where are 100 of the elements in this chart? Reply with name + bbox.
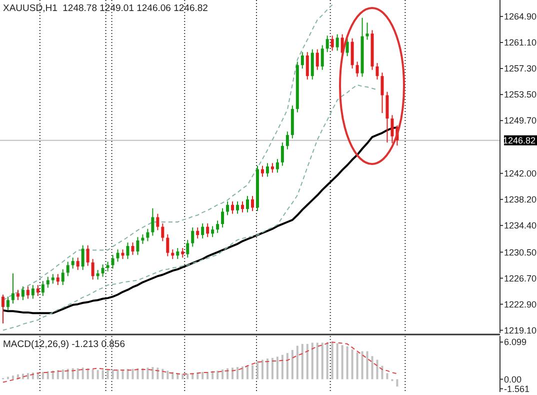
bar [106, 370, 109, 380]
bar [386, 373, 388, 380]
candlestick [41, 280, 44, 296]
bar [222, 369, 224, 380]
candlestick [11, 272, 14, 304]
bar [331, 342, 334, 380]
candlestick [196, 226, 200, 239]
candlestick [116, 248, 120, 262]
bar [112, 370, 114, 380]
candlestick [56, 274, 60, 286]
bar [326, 342, 328, 380]
candlestick [390, 114, 394, 144]
bar [152, 367, 154, 380]
bar [26, 373, 29, 380]
candlestick [346, 38, 349, 57]
candlestick [316, 48, 319, 70]
y-tick-label: 1253.50 [504, 90, 537, 100]
bar [306, 344, 308, 380]
candlestick [136, 236, 140, 256]
candlestick [380, 72, 384, 114]
y-tick-label: 1219.10 [504, 325, 537, 336]
bar [102, 370, 104, 380]
bar [286, 353, 288, 380]
bar [301, 344, 304, 380]
candlestick [326, 35, 329, 53]
bar [92, 369, 94, 380]
candlestick [221, 208, 224, 228]
y-tick-label: 1249.70 [504, 116, 537, 126]
line-series [2, 342, 398, 383]
candlestick [306, 52, 309, 80]
candlestick [260, 165, 264, 178]
bar [182, 374, 184, 380]
bar [96, 370, 99, 380]
candlestick [186, 239, 190, 258]
y-tick-label: 1230.50 [504, 247, 537, 258]
bar [126, 368, 129, 380]
bar [351, 349, 354, 380]
bar [246, 365, 248, 380]
candlestick [6, 296, 10, 311]
bar [82, 368, 84, 380]
candlestick [300, 52, 304, 70]
bar [76, 368, 79, 380]
candlestick [96, 269, 100, 280]
candlestick [51, 274, 54, 284]
candlestick [46, 276, 50, 288]
candlestick [151, 208, 154, 236]
candlestick [320, 44, 324, 70]
bar [22, 374, 24, 380]
bar [232, 368, 234, 380]
candlestick [386, 91, 389, 144]
bar [296, 346, 298, 380]
bar [132, 368, 134, 380]
bar [321, 342, 324, 380]
bar [56, 370, 59, 380]
candlestick [241, 200, 244, 213]
bar [316, 342, 318, 380]
bar [42, 372, 44, 380]
candlestick [330, 35, 334, 52]
candlestick [211, 226, 214, 238]
bar [291, 350, 294, 380]
candlestick [250, 195, 254, 212]
bar [266, 358, 268, 380]
bar [336, 343, 338, 380]
chart-title: XAUUSD,H1 1248.78 1249.01 1246.06 1246.82 [3, 3, 208, 14]
candlestick [226, 200, 230, 216]
bar [261, 360, 264, 380]
candlestick [286, 131, 289, 150]
candlestick [86, 244, 90, 266]
candlestick [81, 244, 84, 270]
candlestick [61, 268, 64, 286]
candlestick [266, 162, 269, 178]
candlestick [71, 257, 74, 270]
ref-line-label: 1246.82 [503, 135, 536, 146]
candlestick [161, 222, 164, 242]
bar [341, 345, 344, 380]
bar [156, 368, 159, 380]
candlestick [106, 261, 110, 272]
chart-title: MACD(12,26,9) -1.213 0.856 [3, 339, 125, 350]
candlestick [121, 248, 124, 260]
candlestick [191, 226, 194, 248]
y-tick-label: 1264.90 [504, 12, 537, 22]
bar [376, 360, 378, 380]
bar [216, 370, 219, 380]
line-series [2, 84, 378, 331]
candlestick [91, 258, 94, 280]
y-tick-label: 0.00 [504, 374, 522, 384]
bar [356, 352, 358, 380]
candlestick [270, 162, 274, 174]
bar [346, 346, 348, 380]
bar [12, 376, 14, 380]
y-tick-label: 1242.00 [504, 168, 537, 178]
candlestick [76, 257, 80, 270]
bar [186, 374, 189, 380]
bar [236, 367, 239, 380]
candlestick [310, 48, 314, 80]
candlestick [156, 213, 160, 231]
bar [62, 369, 64, 380]
candlestick [350, 38, 354, 70]
bar [361, 351, 364, 380]
bar [311, 342, 314, 380]
